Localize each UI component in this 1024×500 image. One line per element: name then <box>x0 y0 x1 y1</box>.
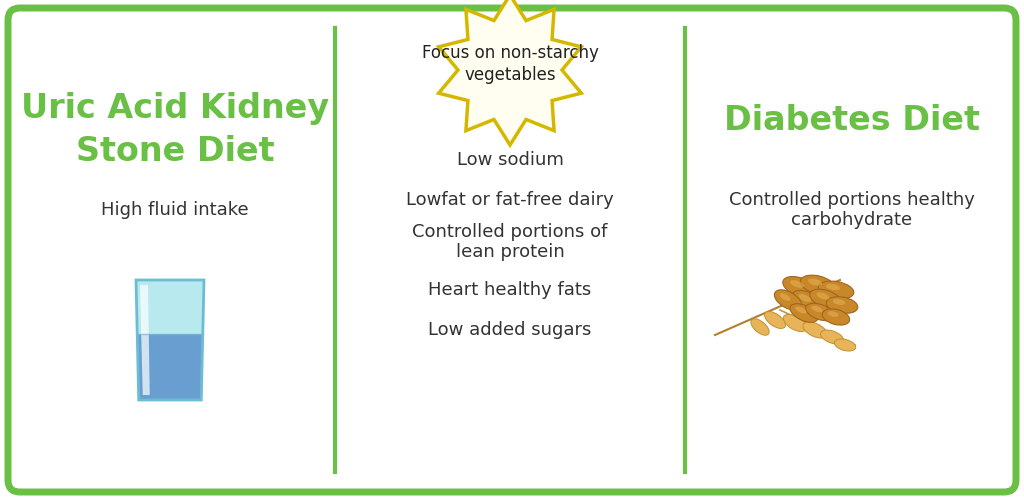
Ellipse shape <box>791 280 804 288</box>
Ellipse shape <box>796 306 807 314</box>
Text: Lowfat or fat-free dairy: Lowfat or fat-free dairy <box>407 191 613 209</box>
Ellipse shape <box>799 294 811 302</box>
Ellipse shape <box>826 296 858 314</box>
Ellipse shape <box>820 330 844 344</box>
Ellipse shape <box>783 314 807 332</box>
Text: High fluid intake: High fluid intake <box>101 201 249 219</box>
Ellipse shape <box>816 292 829 300</box>
Polygon shape <box>438 0 582 145</box>
Ellipse shape <box>803 322 827 338</box>
Ellipse shape <box>826 284 840 290</box>
Polygon shape <box>137 334 203 400</box>
Ellipse shape <box>833 299 846 305</box>
Ellipse shape <box>818 281 854 299</box>
Ellipse shape <box>835 339 856 351</box>
Ellipse shape <box>827 311 839 317</box>
Ellipse shape <box>782 276 817 297</box>
Text: Heart healthy fats: Heart healthy fats <box>428 281 592 299</box>
Text: Low added sugars: Low added sugars <box>428 321 592 339</box>
Polygon shape <box>140 285 150 395</box>
Ellipse shape <box>765 312 785 328</box>
Text: Uric Acid Kidney
Stone Diet: Uric Acid Kidney Stone Diet <box>20 92 329 168</box>
Ellipse shape <box>811 306 822 312</box>
Text: Controlled portions healthy
carbohydrate: Controlled portions healthy carbohydrate <box>729 190 975 230</box>
Ellipse shape <box>808 278 822 285</box>
Text: Controlled portions of
lean protein: Controlled portions of lean protein <box>413 222 607 262</box>
Ellipse shape <box>793 290 824 312</box>
Text: Focus on non-starchy
vegetables: Focus on non-starchy vegetables <box>422 44 598 84</box>
Ellipse shape <box>751 319 769 335</box>
Ellipse shape <box>779 293 791 301</box>
Ellipse shape <box>801 275 836 295</box>
Text: Low sodium: Low sodium <box>457 151 563 169</box>
Ellipse shape <box>822 309 850 325</box>
Ellipse shape <box>806 304 835 320</box>
Ellipse shape <box>810 289 842 309</box>
Ellipse shape <box>791 304 818 322</box>
Text: Diabetes Diet: Diabetes Diet <box>724 104 980 136</box>
Polygon shape <box>136 280 204 334</box>
Ellipse shape <box>774 290 802 310</box>
FancyBboxPatch shape <box>8 8 1016 492</box>
